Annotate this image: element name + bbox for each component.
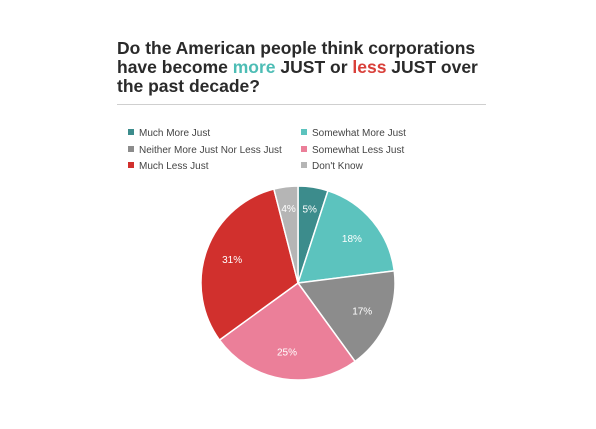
title-part-1: Do the American people think corporation… — [117, 38, 476, 77]
pie-data-label: 4% — [281, 204, 296, 215]
legend-item-much-less-just: Much Less Just — [128, 161, 208, 173]
pie-slice-somewhat-more-just — [296, 189, 396, 284]
chart-title: Do the American people think corporation… — [117, 39, 497, 96]
pie-data-label: 25% — [277, 348, 297, 359]
legend-swatch — [128, 146, 134, 152]
legend-item-somewhat-more-just: Somewhat More Just — [301, 128, 406, 140]
legend-swatch — [128, 129, 134, 135]
pie-data-label: 17% — [352, 306, 372, 317]
legend-label: Much More Just — [139, 128, 211, 139]
pie-data-label: 5% — [302, 204, 317, 215]
title-word-more: more — [232, 57, 276, 77]
pie-slice-neither-more-just-nor-less-just — [296, 270, 396, 363]
pie-slice-don-t-know — [272, 185, 299, 284]
legend-swatch — [128, 162, 134, 168]
title-part-3: JUST over the past decade? — [117, 57, 478, 96]
pie-slice-somewhat-less-just — [218, 281, 357, 381]
legend-swatch — [301, 129, 307, 135]
legend-label: Somewhat More Just — [312, 128, 406, 139]
legend-label: Neither More Just Nor Less Just — [139, 145, 282, 156]
legend-label: Much Less Just — [139, 161, 209, 172]
pie-data-label: 31% — [222, 255, 242, 266]
pie-slice-much-less-just — [200, 188, 299, 342]
legend-item-dont-know: Don't Know — [301, 161, 363, 173]
legend-item-neither: Neither More Just Nor Less Just — [128, 145, 282, 157]
title-divider — [117, 104, 486, 105]
pie-data-label: 18% — [342, 234, 362, 245]
title-part-2: JUST or — [275, 57, 353, 77]
legend-label: Don't Know — [312, 161, 363, 172]
legend-swatch — [301, 162, 307, 168]
legend-swatch — [301, 146, 307, 152]
legend-item-much-more-just: Much More Just — [128, 128, 210, 140]
legend-label: Somewhat Less Just — [312, 145, 405, 156]
legend-item-somewhat-less-just: Somewhat Less Just — [301, 145, 404, 157]
title-word-less: less — [352, 57, 387, 77]
